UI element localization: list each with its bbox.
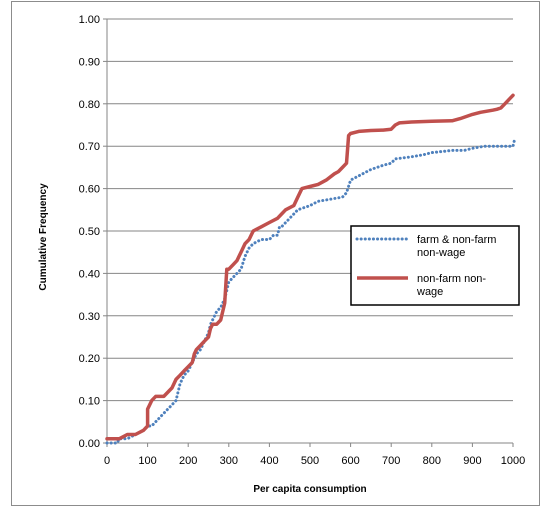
legend-label-2: non-farm non- <box>417 273 486 285</box>
x-tick-label: 600 <box>341 455 359 467</box>
y-tick-label: 0.90 <box>79 56 100 68</box>
x-tick-label: 100 <box>138 455 156 467</box>
y-tick-label: 0.60 <box>79 184 100 196</box>
legend-label-2: wage <box>416 286 443 298</box>
y-axis-title: Cumulative Frequency <box>38 183 49 291</box>
series-group <box>105 93 517 445</box>
x-tick-label: 300 <box>220 455 238 467</box>
y-tick-label: 0.10 <box>79 396 100 408</box>
legend-label-1: farm & non-farm <box>417 234 496 246</box>
y-tick-label: 0.70 <box>79 141 100 153</box>
x-tick-label: 400 <box>260 455 278 467</box>
x-tick-label: 1000 <box>501 455 525 467</box>
y-tick-label: 1.00 <box>79 14 100 26</box>
series-line-1 <box>105 136 517 445</box>
y-tick-label: 0.00 <box>79 438 100 450</box>
x-axis-title: Per capita consumption <box>253 484 366 495</box>
series-line-2 <box>105 93 515 441</box>
y-tick-label: 0.50 <box>79 226 100 238</box>
y-tick-label: 0.40 <box>79 268 100 280</box>
y-tick-label: 0.20 <box>79 353 100 365</box>
x-tick-label: 700 <box>382 455 400 467</box>
axes: 0.00 0.10 0.20 0.30 0.40 0.50 0.60 0.70 0.80 0.90… <box>79 14 526 467</box>
legend-label-1: non-wage <box>417 247 465 259</box>
x-tick-label: 200 <box>179 455 197 467</box>
x-tick-label: 0 <box>104 455 110 467</box>
x-tick-label: 800 <box>423 455 441 467</box>
x-tick-label: 500 <box>301 455 319 467</box>
y-tick-label: 0.30 <box>79 311 100 323</box>
y-tick-label: 0.80 <box>79 99 100 111</box>
x-tick-label: 900 <box>463 455 481 467</box>
gridlines <box>107 18 513 402</box>
